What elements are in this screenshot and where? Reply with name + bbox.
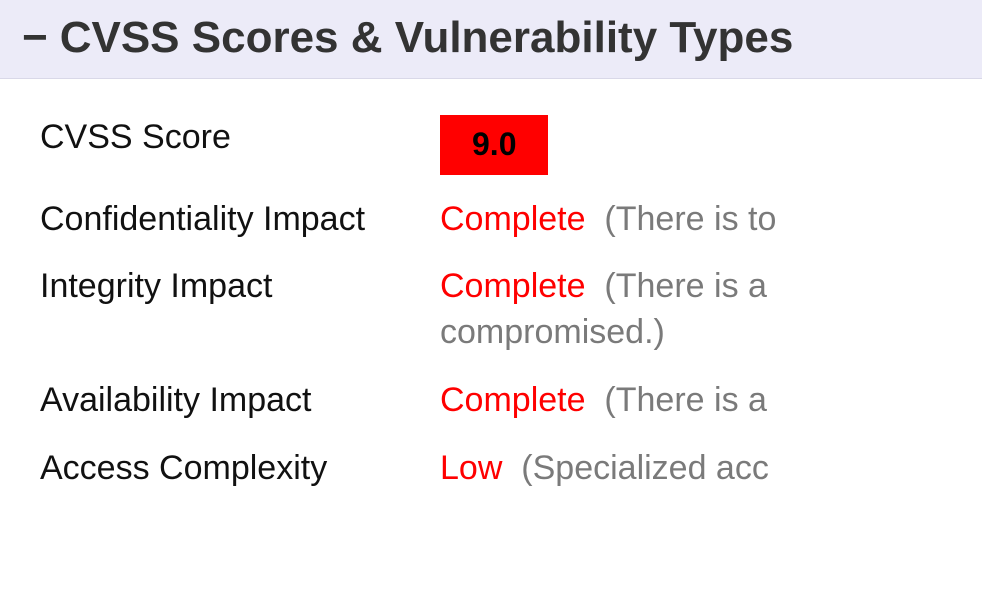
cvss-score-badge: 9.0 [440,115,548,174]
label-availability-impact: Availability Impact [40,378,440,424]
row-integrity-impact: Integrity Impact Complete (There is a co… [40,264,982,356]
collapse-icon: − [22,16,48,60]
row-availability-impact: Availability Impact Complete (There is a [40,378,982,424]
severity-value: Low [440,449,502,487]
label-confidentiality-impact: Confidentiality Impact [40,197,440,243]
row-cvss-score: CVSS Score 9.0 [40,115,982,174]
severity-description: (There is a [595,381,767,419]
value-availability-impact: Complete (There is a [440,378,767,424]
label-access-complexity: Access Complexity [40,446,440,492]
row-confidentiality-impact: Confidentiality Impact Complete (There i… [40,197,982,243]
value-confidentiality-impact: Complete (There is to [440,197,776,243]
value-access-complexity: Low (Specialized acc [440,446,769,492]
severity-description: (There is a [595,267,767,305]
section-title: CVSS Scores & Vulnerability Types [60,14,794,62]
severity-value: Complete [440,267,586,305]
value-cvss-score: 9.0 [440,115,548,174]
severity-description: (There is to [595,200,776,238]
label-integrity-impact: Integrity Impact [40,264,440,310]
severity-value: Complete [440,381,586,419]
severity-description-line2: compromised.) [440,310,767,356]
section-header[interactable]: − CVSS Scores & Vulnerability Types [0,0,982,79]
cvss-table: CVSS Score 9.0 Confidentiality Impact Co… [0,79,982,492]
severity-description: (Specialized acc [512,449,769,487]
severity-value: Complete [440,200,586,238]
value-integrity-impact: Complete (There is a compromised.) [440,264,767,356]
row-access-complexity: Access Complexity Low (Specialized acc [40,446,982,492]
label-cvss-score: CVSS Score [40,115,440,161]
